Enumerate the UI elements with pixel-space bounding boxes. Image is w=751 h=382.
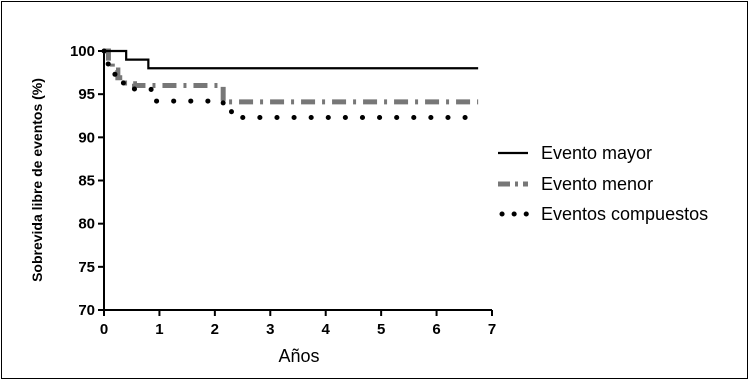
y-axis-title: Sobrevida libre de eventos (%)	[29, 78, 45, 282]
series-line-1	[104, 49, 479, 70]
legend-label-3: Eventos compuestos	[541, 204, 708, 224]
series-layer	[101, 48, 481, 120]
y-tick-label: 75	[78, 259, 95, 276]
y-tick-label: 100	[70, 43, 95, 60]
axes: 70 75 80 85 90 95 100 0 1 2 3 4 5 6 7	[70, 43, 496, 338]
legend-label-2: Evento menor	[541, 174, 653, 194]
x-axis-title: Años	[278, 346, 319, 366]
series-line-2	[104, 48, 479, 105]
y-tick-label: 80	[78, 216, 95, 233]
x-tick-label: 1	[155, 321, 163, 338]
x-tick-label: 3	[266, 321, 274, 338]
y-tick-label: 70	[78, 302, 95, 319]
y-tick-label: 95	[78, 86, 95, 103]
series-line-3	[101, 48, 481, 120]
y-tick-label: 85	[78, 173, 95, 190]
legend: Evento mayor Evento menor Eventos compuest…	[498, 143, 708, 224]
x-tick-label: 0	[100, 321, 108, 338]
x-tick-label: 5	[377, 321, 385, 338]
x-tick-label: 4	[322, 321, 331, 338]
x-tick-label: 6	[432, 321, 440, 338]
y-tick-label: 90	[78, 129, 95, 146]
x-tick-label: 7	[488, 321, 496, 338]
legend-label-1: Evento mayor	[541, 143, 652, 163]
x-tick-label: 2	[211, 321, 219, 338]
